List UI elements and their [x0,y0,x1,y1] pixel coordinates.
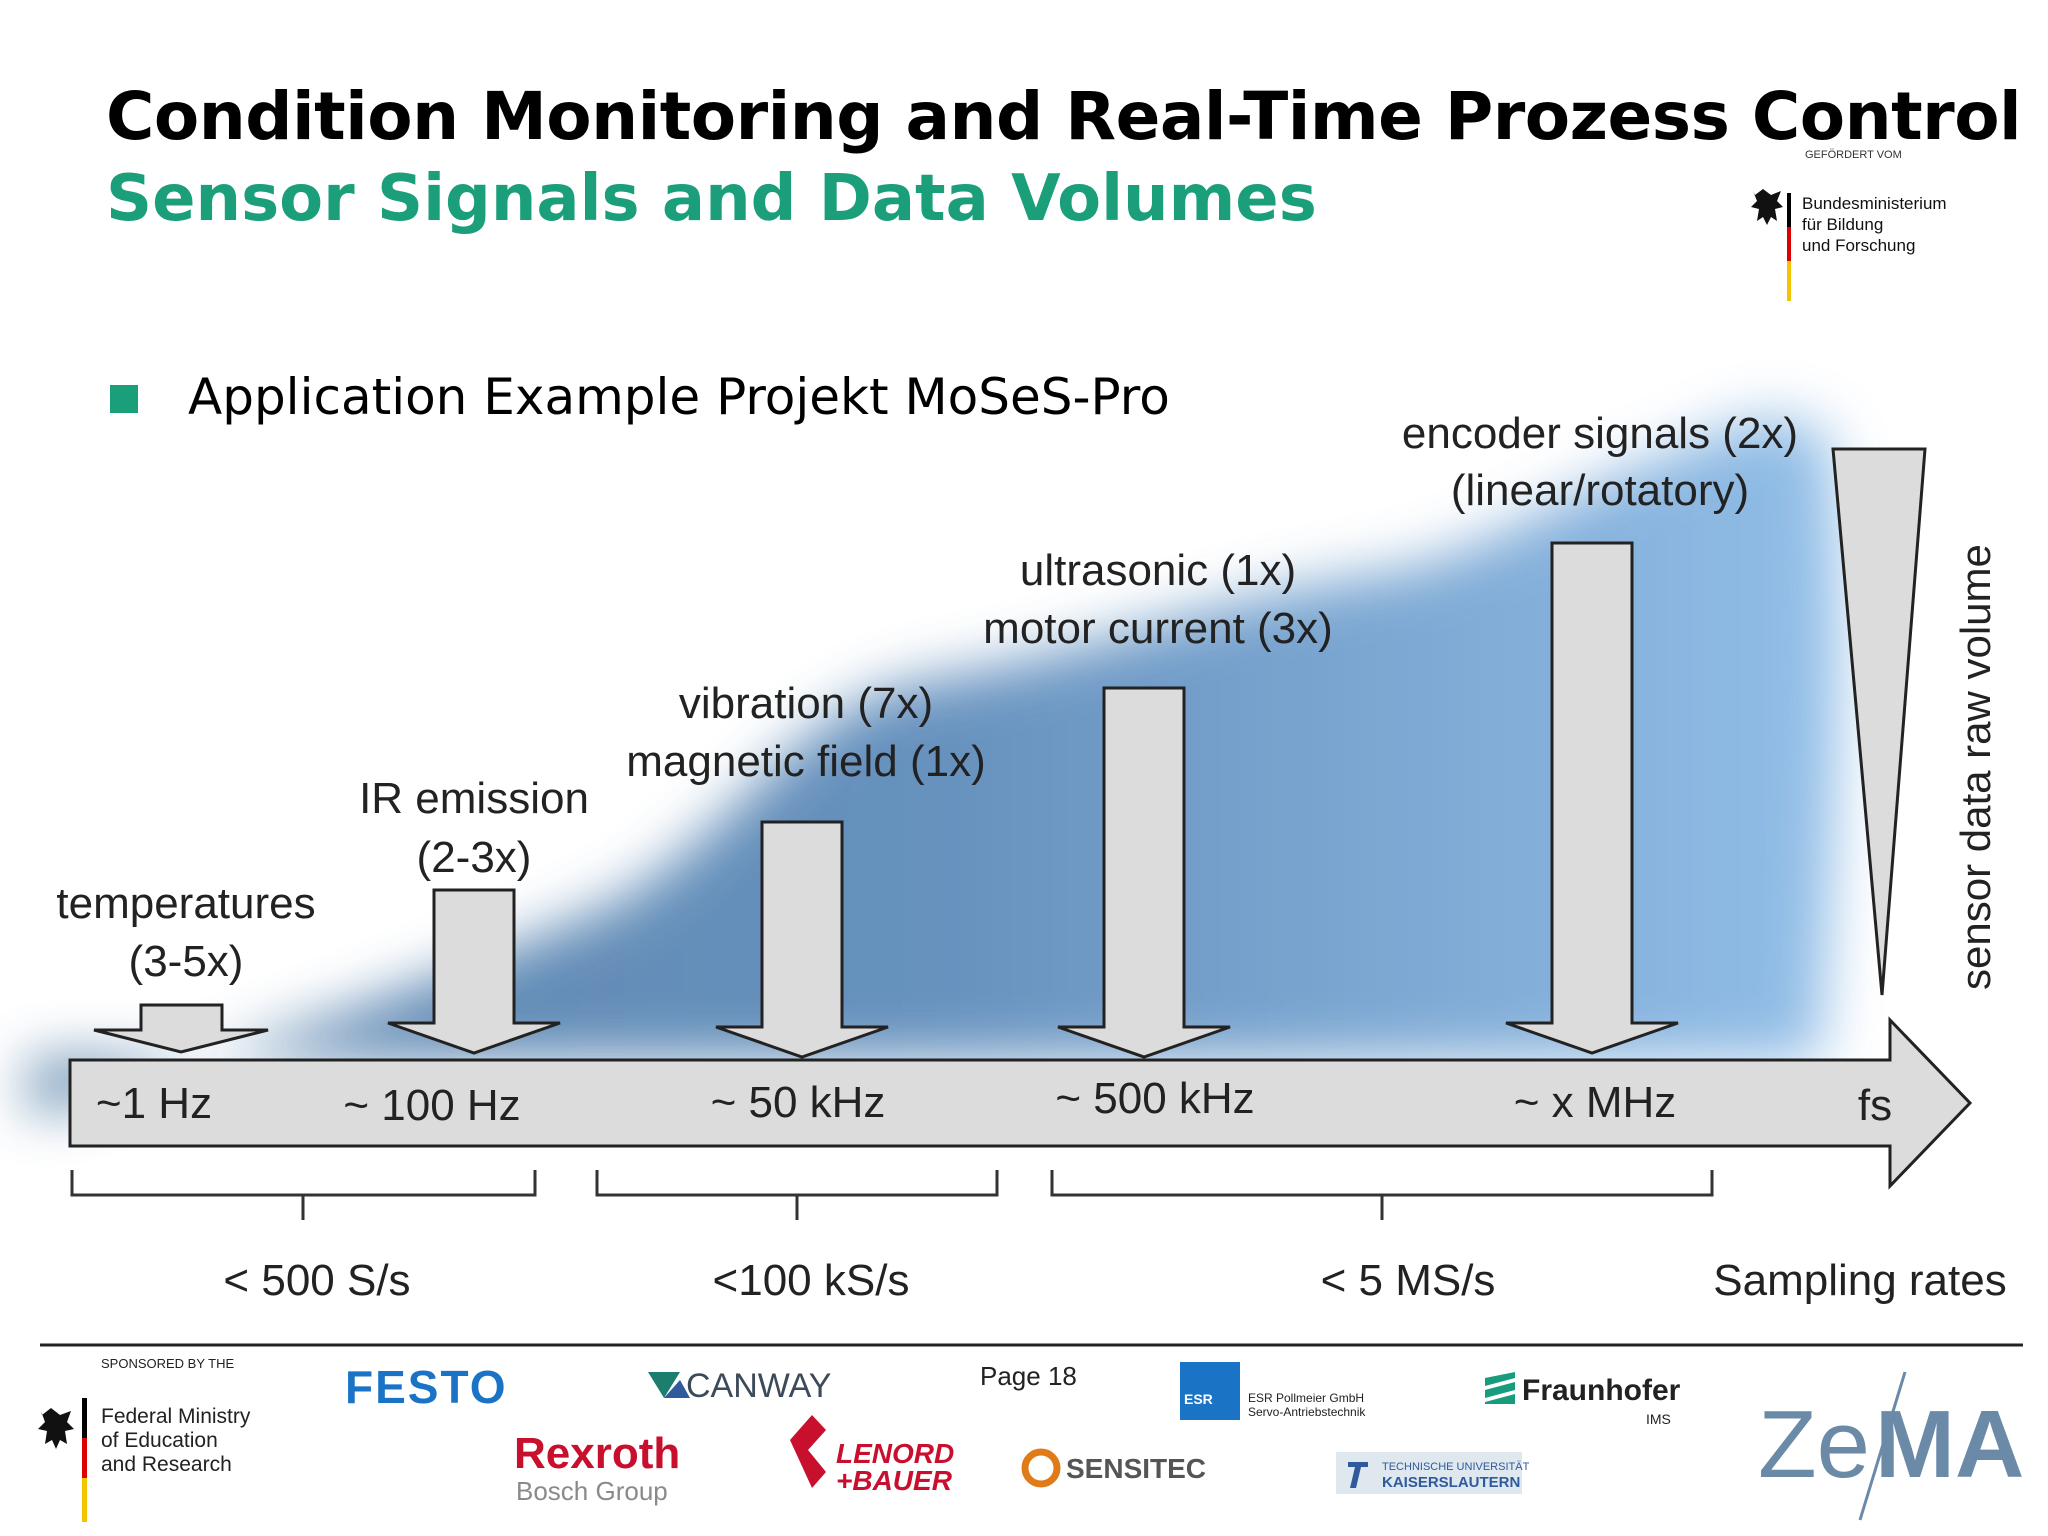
svg-text:TECHNISCHE UNIVERSITÄT: TECHNISCHE UNIVERSITÄT [1382,1461,1530,1473]
svg-text:KAISERSLAUTERN: KAISERSLAUTERN [1382,1474,1520,1491]
sensor-label-3b: magnetic field (1x) [626,737,985,786]
sampling-rate-1: < 500 S/s [223,1256,410,1305]
svg-text:SENSITEC: SENSITEC [1066,1453,1206,1484]
bmbf-line2: für Bildung [1802,215,1883,234]
svg-text:Fraunhofer: Fraunhofer [1522,1374,1681,1407]
sensor-label-4a: ultrasonic (1x) [1020,546,1296,595]
bmbf-line3: und Forschung [1802,236,1915,255]
gefoerdert-label: GEFÖRDERT VOM [1805,149,1902,161]
sensor-label-5b: (linear/rotatory) [1451,466,1749,515]
frequency-label-2: ~ 100 Hz [343,1081,520,1130]
sensor-label-5a: encoder signals (2x) [1402,409,1798,458]
bracket-mid [595,1170,999,1220]
sampling-rate-3: < 5 MS/s [1321,1256,1496,1305]
bracket-low [70,1170,537,1220]
sensor-label-3a: vibration (7x) [679,679,933,728]
arrow-ir-emission [387,888,561,1055]
sampling-rate-2: <100 kS/s [713,1256,910,1305]
svg-text:Ze: Ze [1758,1391,1870,1498]
bmbf-logo-footer: SPONSORED BY THE Federal Ministry of Edu… [38,1356,251,1522]
bracket-high [1050,1170,1714,1220]
sensor-label-4b: motor current (3x) [983,604,1333,653]
volume-cloud [30,418,1839,1115]
frequency-label-5: ~ x MHz [1514,1078,1677,1127]
page-number: Page 18 [980,1361,1077,1391]
eagle-icon-footer [38,1408,74,1449]
sampling-rates-label: Sampling rates [1713,1256,2006,1305]
sensor-label-2a: IR emission [359,774,589,823]
svg-text:IMS: IMS [1646,1411,1671,1427]
eagle-icon [1751,189,1783,225]
svg-text:Servo-Antriebstechnik: Servo-Antriebstechnik [1248,1405,1366,1419]
tu-kaiserslautern-logo: TECHNISCHE UNIVERSITÄT KAISERSLAUTERN [1336,1452,1530,1494]
arrow-temperatures [93,1003,269,1054]
bosch-group-label: Bosch Group [516,1476,668,1506]
ministry-line1: Federal Ministry [101,1405,251,1428]
bmbf-line1: Bundesministerium [1802,194,1947,213]
svg-text:MA: MA [1875,1391,2024,1498]
page-title: Condition Monitoring and Real-Time Proze… [106,78,2022,155]
zema-logo: Ze MA [1758,1371,2024,1521]
svg-text:CANWAY: CANWAY [686,1367,831,1405]
sensor-label-1b: (3-5x) [129,937,244,986]
arrow-ultrasonic [1057,686,1231,1059]
volume-label: sensor data raw volume [1952,544,1999,990]
svg-text:LENORD: LENORD [836,1438,954,1469]
svg-text:ESR: ESR [1184,1391,1213,1407]
frequency-label-6: fs [1858,1081,1892,1130]
volume-wedge [1831,447,1927,996]
svg-text:ESR Pollmeier GmbH: ESR Pollmeier GmbH [1248,1391,1364,1405]
canway-logo: CANWAY [648,1367,831,1405]
rexroth-logo: Rexroth [514,1429,680,1478]
sponsored-by-label: SPONSORED BY THE [101,1356,234,1371]
frequency-label-4: ~ 500 kHz [1055,1074,1254,1123]
frequency-label-1: ~1 Hz [96,1079,212,1128]
frequency-axis-arrow [68,1016,1973,1190]
bmbf-logo-top: GEFÖRDERT VOM Bundesministerium für Bild… [1751,149,1947,301]
fraunhofer-logo: Fraunhofer IMS [1485,1372,1681,1427]
svg-text:+BAUER: +BAUER [836,1465,953,1496]
arrow-vibration [715,820,889,1059]
esr-logo: ESR ESR Pollmeier GmbH Servo-Antriebstec… [1180,1362,1366,1420]
bullet-square-icon [110,385,138,413]
sensor-label-2b: (2-3x) [417,833,532,882]
ministry-line3: and Research [101,1453,232,1476]
lenord-bauer-logo: LENORD +BAUER [790,1415,954,1496]
page-subtitle: Sensor Signals and Data Volumes [106,162,1317,236]
bullet-text: Application Example Projekt MoSeS-Pro [188,368,1170,426]
arrow-encoder [1505,541,1679,1055]
sensitec-logo: SENSITEC [1021,1448,1206,1488]
ministry-line2: of Education [101,1429,218,1452]
frequency-label-3: ~ 50 kHz [711,1078,886,1127]
festo-logo: FESTO [345,1361,508,1413]
sensor-label-1a: temperatures [56,879,315,928]
